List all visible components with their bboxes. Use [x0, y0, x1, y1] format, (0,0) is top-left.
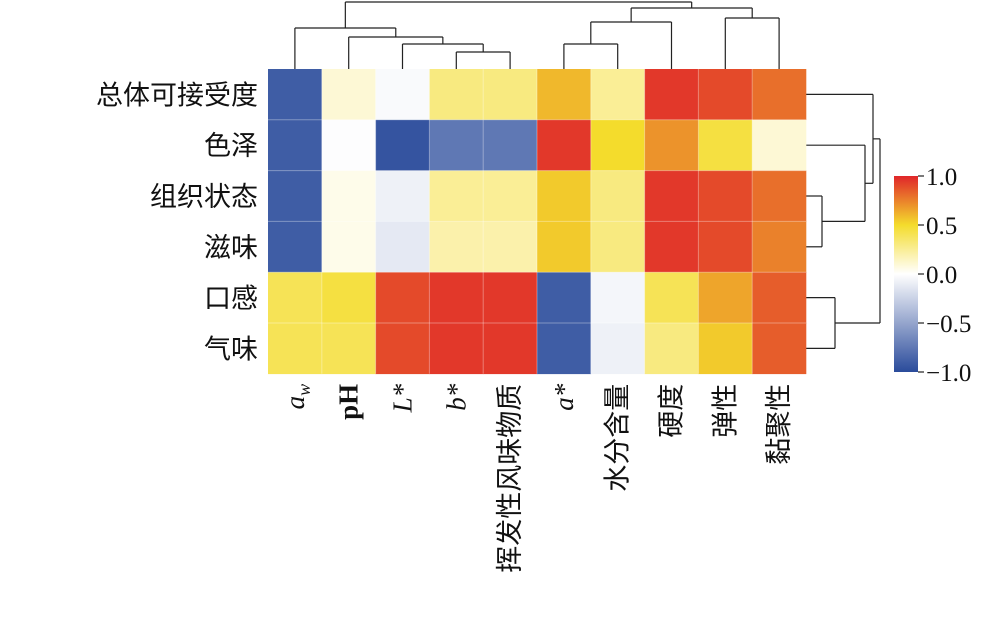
column-labels: aw pH L* b* 挥发性风味物质 a* 水分含量 硬度 弹性 黏聚性 [280, 383, 794, 573]
heatmap-cell [590, 119, 645, 171]
column-label: pH [334, 384, 364, 420]
colorbar-tick-label: 1.0 [926, 164, 957, 191]
heatmap-cell [537, 323, 592, 375]
heatmap-cell [429, 272, 484, 324]
heatmap-cell [483, 69, 538, 121]
heatmap-cell [590, 170, 645, 222]
column-label: a* [549, 383, 579, 411]
heatmap-cell [268, 170, 323, 222]
heatmap-cell [698, 119, 753, 171]
row-label: 总体可接受度 [96, 80, 258, 111]
heatmap-cell [752, 323, 807, 375]
heatmap-cell [268, 323, 323, 375]
heatmap-cell [483, 272, 538, 324]
heatmap-cell [644, 170, 699, 222]
heatmap-cell [375, 170, 430, 222]
colorbar-gradient [894, 176, 918, 372]
column-dendrogram [294, 1, 780, 69]
heatmap-cell [644, 272, 699, 324]
colorbar: 1.0 0.5 0.0 −0.5 −1.0 [894, 164, 971, 387]
heatmap-cell [483, 323, 538, 375]
heatmap-cell [590, 323, 645, 375]
heatmap-cell [429, 170, 484, 222]
colorbar-tick-label: 0.0 [926, 262, 957, 289]
heatmap-cell [321, 69, 376, 121]
heatmap-cell [698, 221, 753, 273]
colorbar-tick-label: 0.5 [926, 213, 957, 240]
heatmap-cell [537, 170, 592, 222]
heatmap-cell [429, 323, 484, 375]
heatmap-cell [375, 69, 430, 121]
heatmap-cell [590, 69, 645, 121]
heatmap-cell [752, 272, 807, 324]
heatmap-cell [375, 119, 430, 171]
column-label: b* [441, 383, 471, 411]
column-label: aw [280, 384, 314, 410]
column-label: 黏聚性 [764, 384, 794, 465]
heatmap-cell [537, 69, 592, 121]
heatmap-cell [752, 221, 807, 273]
heatmap-cell [698, 272, 753, 324]
row-label: 色泽 [204, 131, 258, 162]
heatmap-cell [483, 221, 538, 273]
row-label: 组织状态 [150, 182, 258, 213]
heatmap-cell [644, 69, 699, 121]
heatmap-cell [483, 170, 538, 222]
heatmap-cell [375, 323, 430, 375]
heatmap-cell [268, 69, 323, 121]
column-label: 挥发性风味物质 [495, 384, 525, 573]
column-label: 硬度 [657, 384, 687, 438]
heatmap-cell [590, 272, 645, 324]
heatmap-cell [537, 272, 592, 324]
heatmap-cell [268, 272, 323, 324]
row-label: 口感 [204, 284, 258, 315]
heatmap-cell [321, 119, 376, 171]
row-dendrogram [806, 93, 881, 349]
heatmap-cells [268, 69, 807, 375]
heatmap-cell [321, 170, 376, 222]
heatmap-cell [375, 272, 430, 324]
heatmap-cell [268, 119, 323, 171]
heatmap-cell [644, 119, 699, 171]
heatmap-cell [483, 119, 538, 171]
heatmap-cell [321, 221, 376, 273]
heatmap-cell [644, 221, 699, 273]
heatmap-cell [590, 221, 645, 273]
colorbar-tick-label: −1.0 [926, 360, 971, 387]
heatmap-cell [429, 221, 484, 273]
heatmap-cell [429, 69, 484, 121]
column-label: 水分含量 [603, 384, 633, 492]
heatmap-cell [375, 221, 430, 273]
heatmap-cell [429, 119, 484, 171]
column-label: 弹性 [710, 384, 740, 438]
heatmap-cell [752, 119, 807, 171]
heatmap-cell [644, 323, 699, 375]
heatmap-cell [537, 221, 592, 273]
row-label: 滋味 [204, 233, 258, 264]
heatmap-cell [752, 170, 807, 222]
heatmap-cell [537, 119, 592, 171]
heatmap-cell [752, 69, 807, 121]
colorbar-tick-label: −0.5 [926, 311, 971, 338]
heatmap-cell [698, 69, 753, 121]
heatmap-cell [268, 221, 323, 273]
heatmap-cell [321, 323, 376, 375]
heatmap-cell [698, 170, 753, 222]
heatmap-cell [321, 272, 376, 324]
row-label: 气味 [204, 334, 258, 365]
heatmap-cell [698, 323, 753, 375]
column-label: L* [388, 383, 418, 413]
